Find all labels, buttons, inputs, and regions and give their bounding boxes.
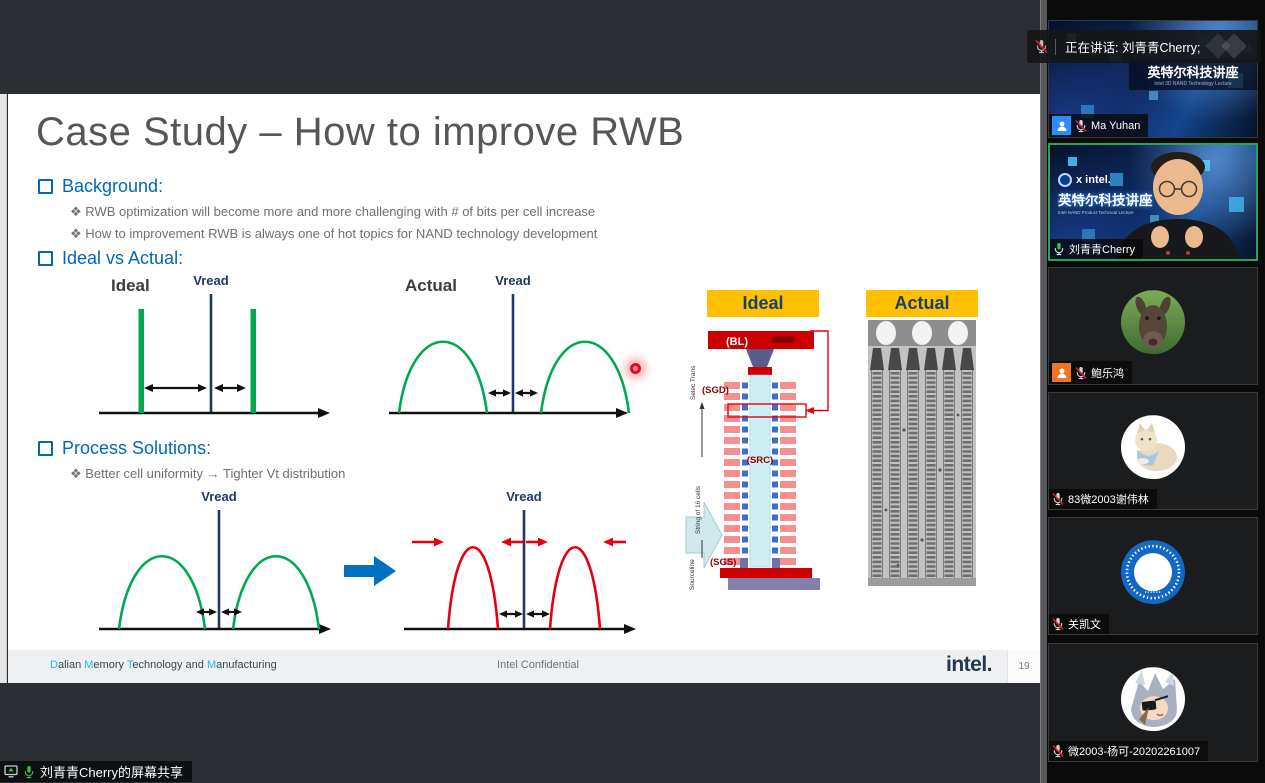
participant-name: 83微2003谢伟林 [1068,494,1149,506]
mic-muted-icon [1075,119,1087,132]
sem-cross-section-image [868,320,976,586]
slide-title: Case Study – How to improve RWB [36,110,685,154]
background-bullet-2: ❖ How to improvement RWB is always one o… [70,226,598,241]
footer-confidential-text: Intel Confidential [497,659,579,671]
participant-tile-4[interactable]: 83微2003谢伟林 [1048,392,1258,510]
nand-string-diagram: (BL) (SGD) [685,330,829,590]
footer-left-text: Dalian Memory Technology and Manufacturi… [50,659,277,671]
vread-label: Vread [201,489,237,504]
name-badge: 关凯文 [1049,614,1109,634]
page-number: 19 [1007,650,1040,683]
name-badge: Ma Yuhan [1049,114,1149,137]
solution-green-svg [99,510,331,634]
avatar [1121,666,1185,731]
sidebar-resize-handle[interactable] [1040,0,1047,783]
seal-logo-icon [1058,173,1072,187]
shared-desktop-edge [0,94,7,683]
presentation-slide: Case Study – How to improve RWB Backgrou… [8,94,1040,683]
actual-vt-svg [389,294,631,418]
solution-red-svg [404,510,636,634]
anime-avatar-image [1121,666,1185,731]
background-heading: Background: [38,176,163,197]
solution-red-chart: Vread [398,489,638,642]
intel-logo: intel. [945,653,993,676]
participant-tile-6[interactable]: 微2003-杨可-20202261007 [1048,643,1258,762]
person-icon [1057,368,1066,378]
actual-vt-chart: Actual Vread [383,273,633,426]
vread-label: Vread [506,489,542,504]
vread-label: Vread [495,273,531,288]
participant-name: 鲍乐鸿 [1091,367,1124,380]
laser-pointer-dot [629,362,642,375]
mic-active-icon [24,765,34,778]
lecture-overlay: x intel. 英特尔科技讲座 Intel NAND Product Tech… [1058,173,1153,215]
ideal-vs-actual-heading: Ideal vs Actual: [38,248,183,269]
vread-label: Vread [193,273,229,288]
svg-text:(SGS): (SGS) [710,557,736,568]
name-badge: 刘青青Cherry [1050,239,1144,259]
ideal-vt-chart: Ideal Vread [93,273,333,426]
participant-name: Ma Yuhan [1091,119,1141,132]
ideal-chart-label: Ideal [111,276,150,295]
square-bullet-icon [38,179,53,194]
mic-muted-icon [1052,492,1064,506]
slide-footer: Dalian Memory Technology and Manufacturi… [8,650,1040,683]
mic-muted-icon [1052,617,1064,631]
speaking-indicator-toast: 正在讲话: 刘青青Cherry; [1027,30,1261,63]
transition-arrow-icon [344,556,396,586]
avatar-seat-icon [1052,363,1071,382]
process-bullet: ❖ Better cell uniformity → Tighter Vt di… [70,466,346,481]
actual-chart-label: Actual [405,276,457,295]
participant-name: 刘青青Cherry [1069,244,1136,256]
panel-actual-header: Actual [866,290,978,317]
watermark-diamond-icon [1221,33,1247,59]
participant-tile-liu-cherry[interactable]: x intel. 英特尔科技讲座 Intel NAND Product Tech… [1048,143,1258,261]
participant-name: 关凯文 [1068,619,1101,631]
name-badge: 鲍乐鸿 [1049,361,1132,384]
svg-text:String of 16 cells: String of 16 cells [695,485,702,534]
square-bullet-icon [38,251,53,266]
participants-sidebar: el. 英特尔科技讲座 Intel 3D NAND Technology Lec… [1040,0,1265,783]
svg-text:Sourceline: Sourceline [689,559,696,590]
lecture-banner: 英特尔科技讲座 Intel 3D NAND Technology Lecture [1129,59,1257,90]
svg-text:(SGD): (SGD) [702,385,729,396]
avatar [1121,540,1185,605]
university-seal-avatar-image [1121,540,1185,605]
mic-muted-icon [1052,744,1064,758]
square-bullet-icon [38,441,53,456]
screen-share-area: Case Study – How to improve RWB Backgrou… [0,0,1040,783]
avatar [1121,290,1185,355]
speaking-toast-text: 正在讲话: 刘青青Cherry; [1065,41,1201,55]
tech-squares-decor [1049,21,1058,30]
avatar-seat-icon [1052,116,1071,135]
svg-text:(SRC): (SRC) [747,455,773,466]
share-banner: 刘青青Cherry的屏幕共享 [0,761,193,782]
name-badge: 微2003-杨可-20202261007 [1049,741,1209,761]
speaker-video-figure [1116,152,1240,259]
solution-green-chart: Vread [93,489,333,642]
background-bullet-1: ❖ RWB optimization will become more and … [70,204,596,219]
svg-text:Selec Trans: Selec Trans [690,365,697,400]
participant-tile-5[interactable]: 关凯文 [1048,517,1258,635]
participant-name: 微2003-杨可-20202261007 [1068,746,1201,758]
participant-tile-3[interactable]: 鲍乐鸿 [1048,267,1258,385]
donkey-avatar-image [1121,290,1185,355]
mic-active-icon [1054,243,1064,256]
share-banner-text: 刘青青Cherry的屏幕共享 [40,765,184,780]
name-badge: 83微2003谢伟林 [1049,489,1157,509]
toast-divider [1055,38,1056,55]
process-solutions-heading: Process Solutions: [38,438,211,459]
person-icon [1057,121,1066,131]
cat-avatar-image [1121,415,1185,480]
avatar [1121,415,1185,480]
ideal-vt-svg [99,294,330,418]
mic-muted-icon [1075,366,1087,379]
screen-share-icon [4,765,18,778]
mic-muted-icon [1035,39,1048,54]
svg-text:(BL): (BL) [726,336,748,348]
panel-ideal-header: Ideal [707,290,819,317]
